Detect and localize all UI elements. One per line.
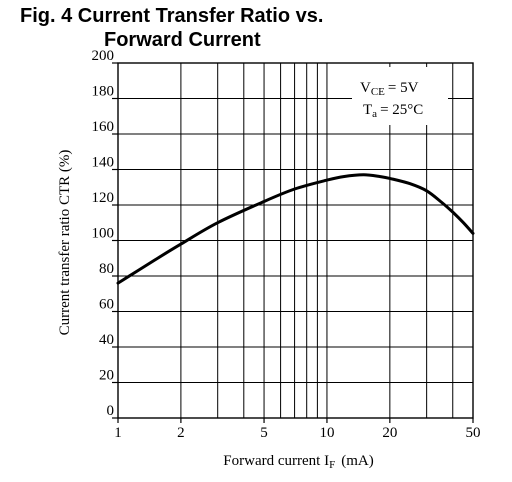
x-axis-label-sub: F [329,459,335,471]
condition-ta-symbol: T [363,102,372,118]
chart-title-text: Current Transfer Ratio vs. [77,5,324,27]
chart-title: Fig. 4 Current Transfer Ratio vs. Forwar… [20,4,323,52]
condition-vce-value: = 5V [388,80,419,96]
y-tick-label: 40 [99,332,114,348]
figure-number: Fig. 4 [20,5,73,27]
x-axis-label-main: Forward current I [223,453,329,469]
y-tick-label: 160 [92,119,115,135]
x-tick-label: 2 [177,425,185,441]
ctr-curve [116,173,475,285]
grid-lines [118,63,473,418]
x-tick-label: 20 [382,425,397,441]
condition-ta: Ta = 25°C [363,102,423,120]
y-axis-label: Current transfer ratio CTR (%) [57,150,73,336]
y-tick-label: 0 [107,403,115,419]
y-tick-label: 60 [99,297,114,313]
y-tick-label: 100 [92,226,115,242]
y-tick-label: 180 [92,84,115,100]
conditions-box [352,67,448,125]
x-axis-label: Forward current IF (mA) [223,453,373,471]
y-tick-label: 200 [92,48,115,64]
x-tick-label: 10 [319,425,334,441]
x-axis-label-unit: (mA) [341,453,374,469]
y-tick-label: 20 [99,368,114,384]
y-tick-label: 140 [92,155,115,171]
chart-title-line1: Fig. 4 Current Transfer Ratio vs. [20,4,323,28]
x-tick-label: 5 [260,425,268,441]
plot-frame [117,62,474,419]
x-tick-label: 50 [466,425,481,441]
condition-ta-sub: a [372,108,377,120]
condition-vce: VCE = 5V [360,80,419,98]
chart-title-line2: Forward Current [104,29,261,51]
tick-labels: 0 20 40 60 80 100 120 140 160 180 200 1 2 5 10 20 50 [92,48,481,441]
y-tick-label: 120 [92,190,115,206]
y-tick-label: 80 [99,261,114,277]
x-tick-label: 1 [114,425,122,441]
condition-vce-sub: CE [371,86,385,98]
axis-ticks [112,62,474,423]
condition-vce-symbol: V [360,80,371,96]
condition-ta-value: = 25°C [380,102,423,118]
